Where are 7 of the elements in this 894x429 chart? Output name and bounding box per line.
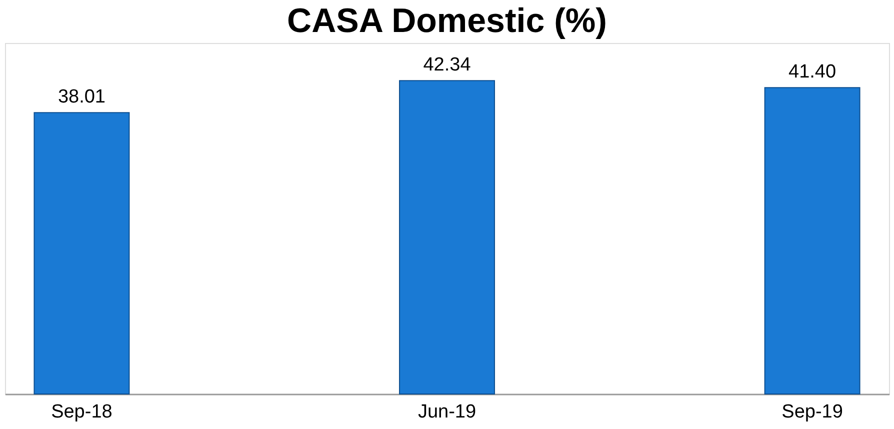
data-label: 42.34 — [423, 54, 472, 76]
data-label: 41.40 — [788, 62, 836, 83]
x-tick-label: Sep-19 — [782, 402, 843, 422]
data-label: 38.01 — [58, 86, 106, 108]
x-tick-label: Sep-18 — [51, 402, 112, 422]
x-tick-label: Jun-19 — [418, 402, 476, 422]
chart-title: CASA Domestic (%) — [287, 2, 607, 40]
